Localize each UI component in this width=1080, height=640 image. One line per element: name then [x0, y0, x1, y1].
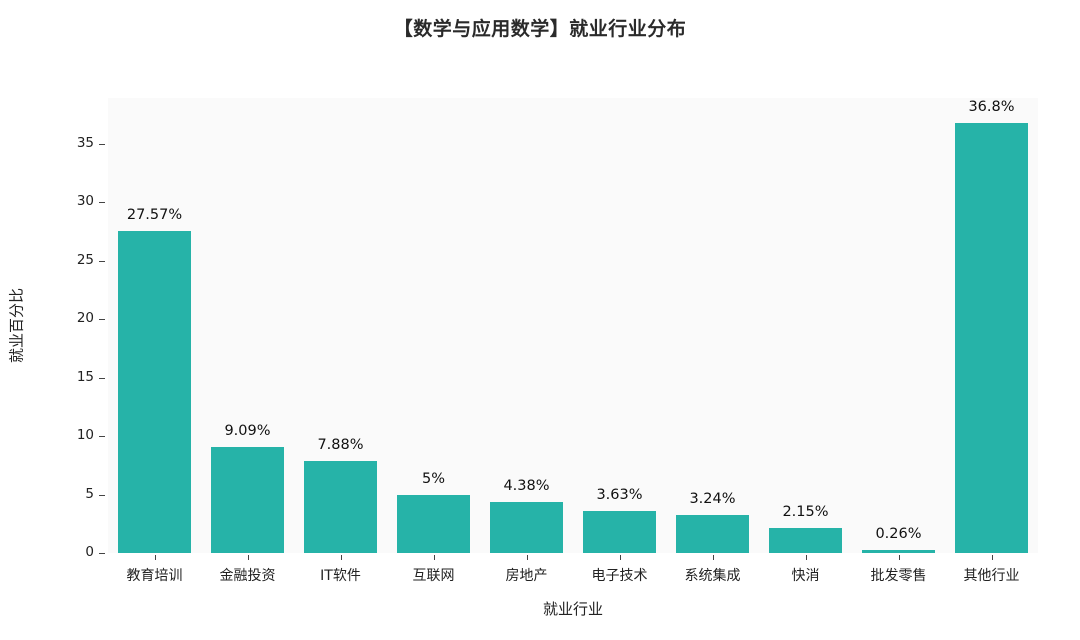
bar-value-label: 5% — [421, 470, 445, 487]
x-tick-mark — [154, 555, 156, 560]
x-axis-title: 就业行业 — [542, 600, 603, 618]
y-tick-label: 0 — [85, 544, 94, 560]
x-tick-mark — [526, 555, 528, 560]
y-tick-label: 25 — [76, 251, 94, 268]
y-tick-mark — [99, 143, 105, 145]
x-tick-mark — [340, 555, 342, 560]
bar-value-label: 9.09% — [224, 422, 271, 439]
bar-IT软件 — [304, 460, 377, 553]
x-tick-label: 教育培训 — [126, 568, 183, 584]
y-tick-label: 5 — [85, 485, 94, 502]
bar-批发零售 — [862, 549, 935, 553]
bar-value-label: 7.88% — [317, 436, 364, 453]
bar-快消 — [769, 527, 842, 553]
x-tick-label: 电子技术 — [591, 568, 648, 584]
y-tick-label: 30 — [76, 193, 94, 210]
x-tick-label: 金融投资 — [219, 568, 276, 584]
bar-系统集成 — [676, 515, 749, 553]
x-tick-label: 房地产 — [505, 568, 548, 584]
bar-其他行业 — [955, 122, 1028, 553]
y-axis-title: 就业百分比 — [7, 288, 26, 364]
bar-value-label: 0.26% — [875, 525, 922, 542]
bar-互联网 — [397, 494, 470, 553]
x-tick-mark — [712, 555, 714, 560]
y-tick-mark — [99, 260, 105, 262]
x-tick-mark — [247, 555, 249, 560]
chart-title: 【数学与应用数学】就业行业分布 — [393, 18, 687, 40]
y-tick-mark — [99, 494, 105, 496]
x-tick-label: 互联网 — [412, 568, 455, 584]
bar-教育培训 — [118, 230, 191, 553]
y-tick-label: 20 — [76, 310, 94, 327]
x-tick-label: IT软件 — [320, 568, 361, 584]
x-tick-label: 其他行业 — [963, 568, 1020, 584]
x-tick-label: 快消 — [791, 568, 820, 584]
bar-电子技术 — [583, 510, 656, 553]
bar-value-label: 27.57% — [126, 206, 183, 223]
y-tick-mark — [99, 553, 105, 554]
x-tick-label: 系统集成 — [684, 568, 741, 584]
bar-房地产 — [490, 501, 563, 553]
x-tick-mark — [898, 555, 900, 560]
y-tick-mark — [99, 202, 105, 204]
y-tick-mark — [99, 377, 105, 379]
x-tick-mark — [433, 555, 435, 560]
y-tick-label: 10 — [76, 427, 94, 444]
y-tick-label: 35 — [76, 134, 94, 151]
plot-area — [108, 98, 1038, 553]
y-tick-mark — [99, 436, 105, 438]
bar-value-label: 3.63% — [596, 486, 643, 503]
bar-金融投资 — [211, 446, 284, 553]
x-tick-mark — [805, 555, 807, 560]
bar-value-label: 36.8% — [968, 98, 1015, 115]
bar-value-label: 4.38% — [503, 477, 550, 494]
y-tick-label: 15 — [76, 368, 94, 385]
bar-value-label: 2.15% — [782, 503, 829, 520]
x-tick-mark — [991, 555, 993, 560]
bar-value-label: 3.24% — [689, 491, 736, 508]
x-tick-mark — [619, 555, 621, 560]
y-tick-mark — [99, 319, 105, 321]
x-tick-label: 批发零售 — [870, 568, 927, 584]
